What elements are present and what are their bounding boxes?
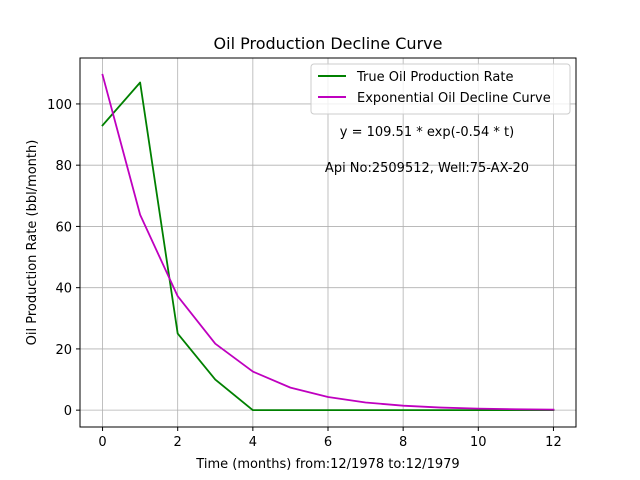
y-tick-label: 60 [55, 220, 72, 235]
equation-annotation: y = 109.51 * exp(-0.54 * t) [340, 125, 514, 140]
y-tick-label: 100 [47, 98, 72, 113]
series-line-0 [101, 81, 555, 412]
y-axis-label: Oil Production Rate (bbl/month) [25, 140, 40, 346]
y-tick-label: 20 [55, 343, 72, 358]
series-line-1 [101, 73, 555, 411]
axis-ticks: 0 2 4 6 8 10 12 0 20 40 60 80 100 [47, 98, 562, 450]
y-tick-label: 40 [55, 282, 72, 297]
series-lines [101, 73, 555, 412]
legend: True Oil Production Rate Exponential Oil… [310, 63, 571, 115]
x-axis-label: Time (months) from:12/1978 to:12/1979 [195, 457, 459, 472]
well-annotation: Api No:2509512, Well:75-AX-20 [325, 161, 529, 176]
y-tick-label: 80 [55, 159, 72, 174]
x-tick-label: 6 [324, 435, 332, 450]
x-tick-label: 12 [545, 435, 562, 450]
x-tick-label: 10 [470, 435, 487, 450]
legend-box [310, 63, 571, 115]
x-tick-label: 4 [249, 435, 257, 450]
x-tick-label: 8 [399, 435, 407, 450]
legend-label-exponential: Exponential Oil Decline Curve [357, 91, 551, 106]
chart-title: Oil Production Decline Curve [214, 34, 443, 53]
x-tick-label: 0 [98, 435, 106, 450]
y-tick-label: 0 [64, 404, 72, 419]
legend-label-true-rate: True Oil Production Rate [356, 70, 513, 85]
x-tick-label: 2 [174, 435, 182, 450]
